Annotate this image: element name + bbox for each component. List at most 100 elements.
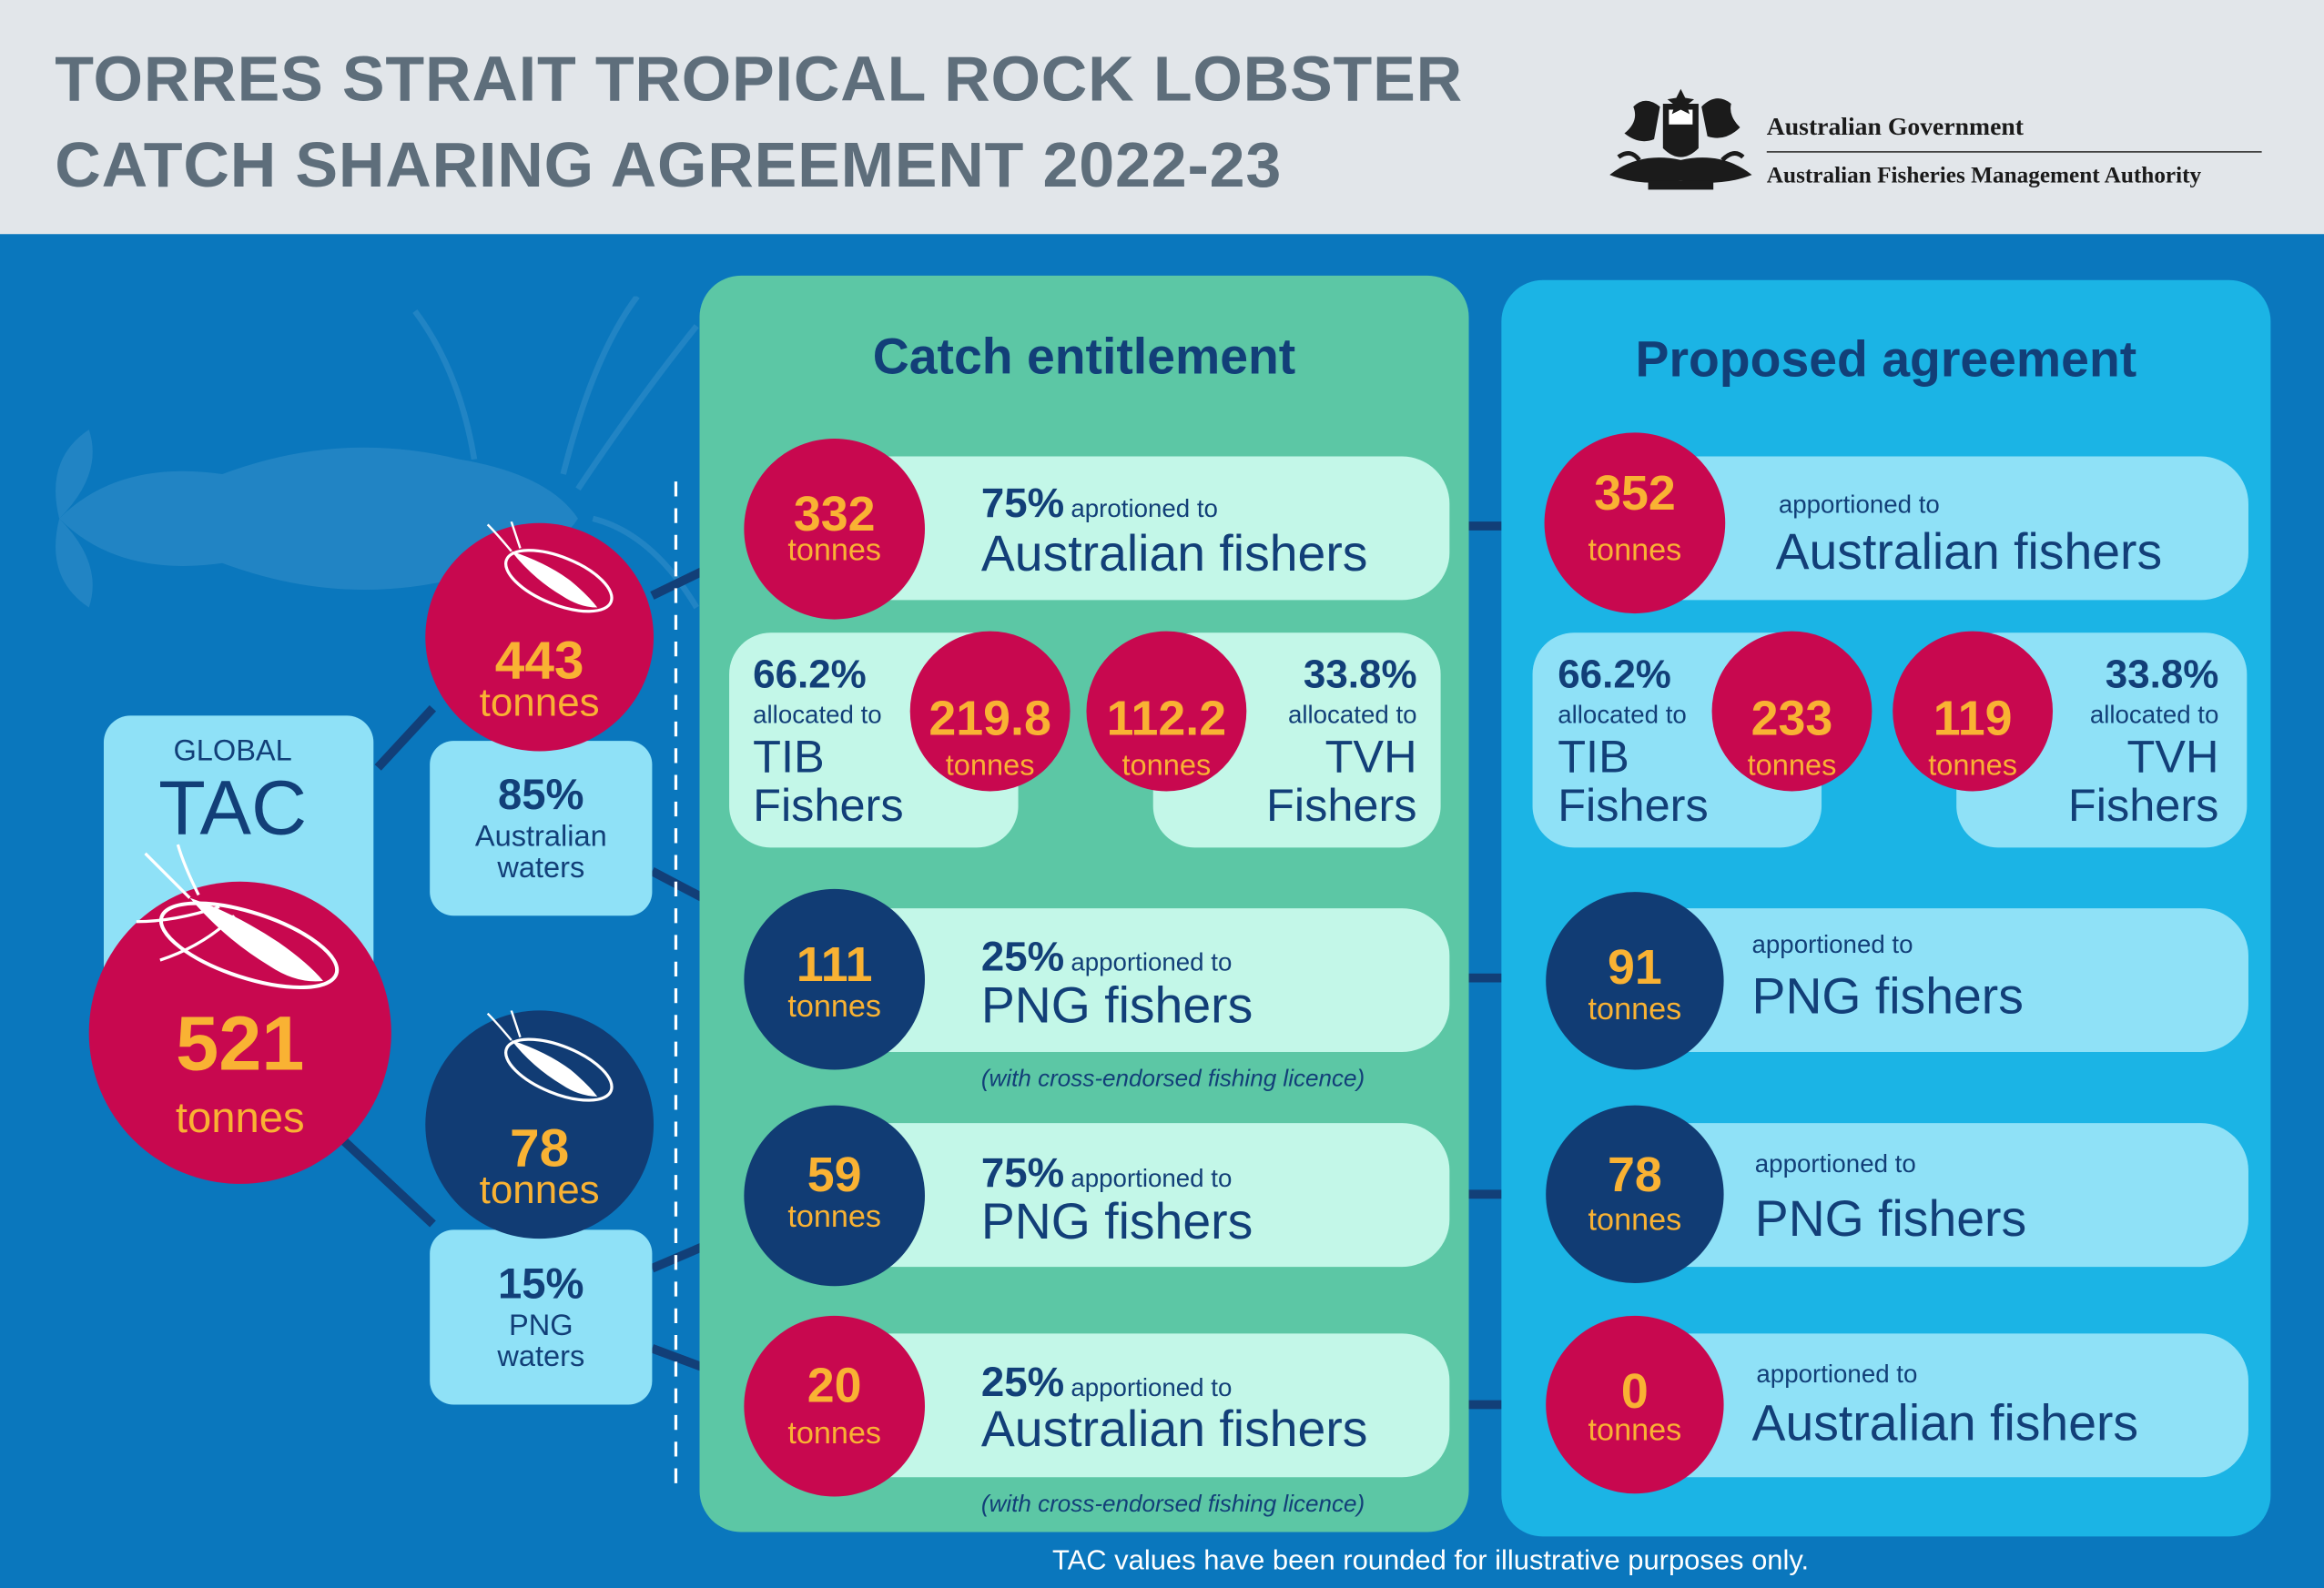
header-banner: TORRES STRAIT TROPICAL ROCK LOBSTER CATC… — [0, 0, 2324, 235]
pa-aus-fishers-verb: apportioned to — [1778, 490, 1940, 519]
pa-tvh-value: 119 — [1933, 690, 2013, 745]
pa-tib-verb: allocated to — [1558, 701, 1687, 730]
png-waters-value: 78 — [510, 1117, 570, 1178]
australian-waters-label-2: waters — [497, 852, 585, 885]
ce-png-from-aus-note: (with cross-endorsed fishing licence) — [980, 1067, 1365, 1092]
australian-waters-unit: tonnes — [479, 680, 600, 725]
pa-png-from-png-value: 78 — [1608, 1147, 1662, 1202]
lobster-icon — [486, 521, 614, 613]
ce-tib-line2: Fishers — [753, 779, 904, 832]
tac-label: TAC — [158, 765, 308, 853]
pa-aus-fishers-target: Australian fishers — [1775, 524, 2163, 582]
ce-aus-from-png-pill — [829, 1333, 1450, 1478]
pa-tib-value: 233 — [1751, 690, 1833, 745]
ce-tib-circle: 219.8 tonnes — [909, 631, 1071, 792]
global-tac-value: 521 — [176, 1001, 305, 1088]
pa-aus-from-png-verb: apportioned to — [1756, 1360, 1918, 1389]
ce-aus-from-png-percent: 25% — [980, 1359, 1065, 1405]
pa-tvh-percent: 33.8% — [2105, 652, 2219, 697]
pa-aus-fishers-circle: 352 tonnes — [1544, 432, 1726, 614]
png-waters-unit: tonnes — [479, 1168, 600, 1212]
pa-aus-fishers-value: 352 — [1594, 465, 1676, 521]
ce-aus-fishers-verb: aprotioned to — [1071, 494, 1218, 523]
ce-tib-percent: 66.2% — [753, 652, 867, 697]
agency-name: Australian Fisheries Management Authorit… — [1766, 163, 2202, 188]
png-waters-label-2: waters — [497, 1340, 585, 1374]
australian-waters-percent: 85% — [498, 772, 584, 820]
ce-png-from-aus-unit: tonnes — [787, 989, 882, 1025]
ce-tib-verb: allocated to — [753, 701, 882, 730]
ce-tvh-verb: allocated to — [1287, 701, 1417, 730]
ce-png-from-png-target: PNG fishers — [980, 1194, 1253, 1251]
png-waters-label-1: PNG — [509, 1310, 573, 1343]
ce-tvh-percent: 33.8% — [1303, 652, 1417, 697]
australian-waters-label-1: Australian — [474, 821, 607, 854]
ce-aus-fishers-unit: tonnes — [787, 533, 882, 568]
pa-png-from-aus-target: PNG fishers — [1751, 968, 2024, 1026]
pa-png-from-aus-value: 91 — [1608, 939, 1662, 995]
ce-png-from-png-desc: 75% apportioned to — [981, 1149, 1232, 1197]
ce-aus-fishers-circle: 332 tonnes — [744, 438, 925, 620]
pa-png-from-aus-pill — [1634, 908, 2248, 1053]
pa-tvh-verb: allocated to — [2089, 701, 2219, 730]
ce-png-from-aus-circle: 111 tonnes — [744, 888, 925, 1070]
pa-tvh-unit: tonnes — [1928, 749, 2018, 783]
ce-aus-from-png-note: (with cross-endorsed fishing licence) — [980, 1492, 1365, 1518]
pa-png-from-aus-unit: tonnes — [1588, 992, 1682, 1027]
png-waters-circle: 78 tonnes — [425, 1010, 655, 1239]
lobster-watermark-icon — [56, 296, 700, 610]
ce-png-from-aus-verb: apportioned to — [1071, 948, 1233, 976]
pa-aus-fishers-pill — [1634, 456, 2248, 601]
page-title-line-1: TORRES STRAIT TROPICAL ROCK LOBSTER — [55, 44, 1464, 116]
png-waters-box — [430, 1229, 653, 1405]
pa-tib-line1: TIB — [1558, 730, 1629, 783]
ce-png-from-aus-percent: 25% — [980, 933, 1065, 980]
ce-tvh-value: 112.2 — [1106, 690, 1227, 745]
pa-tib-circle: 233 tonnes — [1711, 631, 1872, 792]
ce-tib-value: 219.8 — [929, 690, 1051, 745]
ce-tib-unit: tonnes — [945, 749, 1035, 783]
proposed-agreement-title: Proposed agreement — [1635, 331, 2137, 389]
catch-entitlement-title: Catch entitlement — [872, 329, 1296, 386]
pa-aus-from-png-value: 0 — [1620, 1362, 1649, 1419]
lobster-icon — [486, 1010, 614, 1102]
ce-png-from-aus-pill — [829, 908, 1450, 1053]
pa-aus-from-png-circle: 0 tonnes — [1546, 1315, 1724, 1494]
ce-aus-from-png-value: 20 — [807, 1357, 862, 1412]
pa-tib-percent: 66.2% — [1558, 652, 1671, 697]
ce-tvh-line2: Fishers — [1266, 779, 1417, 832]
global-label: GLOBAL — [173, 734, 292, 768]
ce-aus-fishers-value: 332 — [793, 486, 876, 541]
lobster-icon — [136, 844, 340, 990]
coat-of-arms-icon — [1609, 88, 1752, 190]
australian-waters-value: 443 — [494, 629, 584, 691]
ce-tvh-line1: TVH — [1324, 730, 1417, 783]
png-waters-percent: 15% — [498, 1260, 584, 1309]
pa-aus-from-png-unit: tonnes — [1588, 1413, 1682, 1448]
ce-png-from-aus-value: 111 — [796, 936, 873, 992]
pa-png-from-aus-circle: 91 tonnes — [1546, 892, 1724, 1070]
pa-aus-from-png-pill — [1634, 1333, 2248, 1478]
pa-aus-from-png-target: Australian fishers — [1751, 1395, 2139, 1452]
pa-tvh-line2: Fishers — [2067, 779, 2219, 832]
global-tac-circle: 521 tonnes — [88, 881, 391, 1184]
ce-png-from-png-pill — [829, 1123, 1450, 1268]
pa-aus-fishers-unit: tonnes — [1588, 533, 1682, 568]
pa-png-from-png-pill — [1634, 1123, 2248, 1268]
ce-png-from-png-circle: 59 tonnes — [744, 1105, 925, 1287]
ce-tvh-unit: tonnes — [1121, 749, 1212, 783]
pa-png-from-png-verb: apportioned to — [1754, 1149, 1916, 1178]
ce-png-from-png-value: 59 — [807, 1147, 862, 1202]
ce-aus-from-png-circle: 20 tonnes — [744, 1315, 925, 1497]
ce-aus-from-png-unit: tonnes — [787, 1416, 882, 1451]
ce-png-from-png-verb: apportioned to — [1071, 1164, 1233, 1193]
pa-png-from-aus-verb: apportioned to — [1751, 930, 1913, 959]
pa-tib-unit: tonnes — [1747, 749, 1837, 783]
government-divider — [1766, 151, 2262, 153]
ce-aus-fishers-desc: 75% aprotioned to — [981, 480, 1218, 528]
ce-tvh-circle: 112.2 tonnes — [1086, 631, 1247, 792]
ce-aus-fishers-pill — [829, 456, 1450, 601]
pa-png-from-png-circle: 78 tonnes — [1546, 1105, 1724, 1284]
pa-png-from-png-unit: tonnes — [1588, 1203, 1682, 1238]
ce-png-from-png-percent: 75% — [980, 1149, 1065, 1196]
